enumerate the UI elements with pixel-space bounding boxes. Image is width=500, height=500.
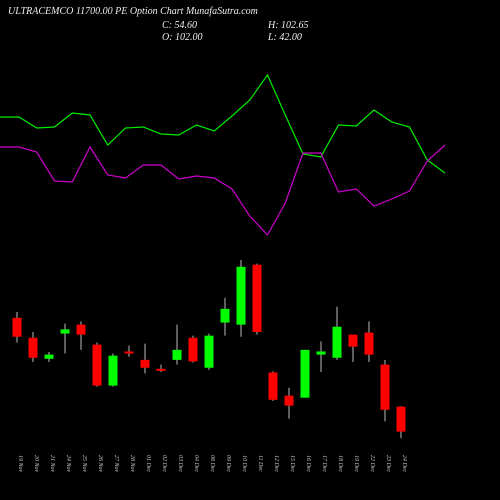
- candle-body: [316, 351, 326, 355]
- x-tick-label: 19 Dec: [353, 455, 359, 472]
- candle-body: [236, 266, 246, 325]
- candle-body: [28, 337, 38, 358]
- stat-low: L: 42.00: [267, 32, 302, 43]
- x-tick-label: 22 Dec: [369, 455, 375, 472]
- x-tick-label: 11 Dec: [257, 455, 263, 472]
- candle-body: [380, 364, 390, 410]
- candle-body: [92, 344, 102, 386]
- candle-body: [12, 317, 22, 337]
- candle-body: [364, 332, 374, 355]
- x-tick-label: 28 Nov: [129, 455, 135, 473]
- x-tick-label: 03 Dec: [177, 455, 183, 472]
- indicator-line: [0, 73, 446, 174]
- x-tick-label: 24 Dec: [401, 455, 408, 472]
- candle-body: [348, 334, 358, 347]
- x-tick-label: 23 Dec: [385, 455, 391, 472]
- x-tick-label: 24 Nov: [65, 455, 72, 473]
- stat-open: O: 102.00: [162, 32, 203, 43]
- x-tick-label: 09 Dec: [225, 455, 231, 472]
- x-tick-label: 08 Dec: [209, 455, 215, 472]
- x-tick-label: 01 Dec: [145, 455, 151, 472]
- candle-body: [124, 351, 134, 354]
- x-tick-label: 10 Dec: [241, 455, 247, 472]
- indicator-line: [0, 144, 446, 237]
- x-tick-label: 17 Dec: [321, 455, 327, 472]
- candle-body: [172, 349, 182, 360]
- x-tick-label: 21 Nov: [49, 455, 55, 473]
- x-tick-label: 26 Nov: [97, 455, 103, 473]
- candle-body: [220, 308, 230, 323]
- candle-body: [44, 354, 54, 359]
- chart-title: ULTRACEMCO 11700.00 PE Option Chart Muna…: [8, 6, 258, 17]
- candle-body: [396, 406, 406, 432]
- candle-body: [284, 395, 294, 406]
- candle-body: [332, 326, 342, 358]
- candle-body: [76, 324, 86, 335]
- x-tick-label: 04 Dec: [193, 455, 200, 472]
- stat-high: H: 102.65: [267, 20, 309, 31]
- candle-body: [188, 337, 198, 362]
- x-tick-label: 20 Nov: [33, 455, 39, 473]
- x-tick-label: 16 Dec: [305, 455, 311, 472]
- candle-body: [140, 359, 150, 368]
- x-tick-label: 25 Nov: [81, 455, 87, 473]
- stat-close: C: 54.60: [162, 20, 197, 31]
- candle-body: [204, 335, 214, 368]
- x-tick-label: 12 Dec: [273, 455, 279, 472]
- candle-body: [108, 355, 118, 386]
- candle-body: [156, 368, 166, 371]
- x-tick-label: 15 Dec: [289, 455, 295, 472]
- x-tick-label: 19 Nov: [17, 455, 23, 473]
- candle-body: [60, 329, 70, 334]
- candle-body: [268, 372, 278, 400]
- x-tick-label: 18 Dec: [337, 455, 343, 472]
- x-tick-label: 27 Nov: [113, 455, 119, 473]
- x-tick-label: 02 Dec: [161, 455, 167, 472]
- candle-body: [300, 349, 310, 398]
- candle-body: [252, 264, 262, 332]
